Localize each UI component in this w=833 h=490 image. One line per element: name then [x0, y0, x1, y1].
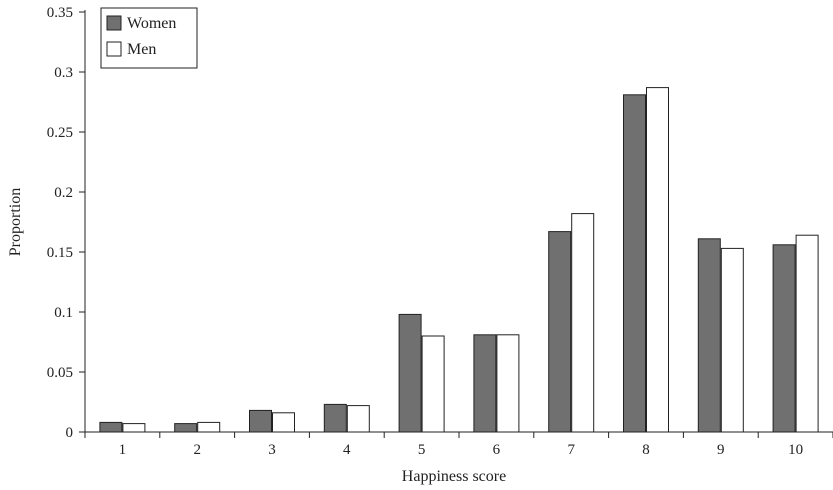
x-tick-label: 10 [788, 442, 803, 458]
series-women [99, 94, 796, 433]
bar-women-4 [323, 403, 347, 433]
bar-women-7 [548, 231, 572, 433]
legend-swatch-men [106, 41, 122, 57]
bar-women-9 [697, 238, 721, 433]
y-tick-label: 0.05 [47, 365, 73, 381]
y-tick-label: 0.1 [54, 305, 73, 321]
bar-men-10 [795, 234, 819, 433]
legend: Women Men [100, 7, 198, 69]
bar-women-1 [99, 421, 123, 433]
x-tick-label: 4 [343, 442, 351, 458]
legend-swatch-women [106, 15, 122, 31]
x-tick-label: 8 [642, 442, 650, 458]
y-tick-label: 0.3 [54, 65, 73, 81]
y-tick-label: 0.35 [47, 5, 73, 21]
x-tick-label: 2 [193, 442, 201, 458]
bar-women-6 [473, 334, 497, 433]
bar-men-5 [421, 335, 445, 433]
y-tick-label: 0.2 [54, 185, 73, 201]
y-tick-label: 0 [66, 425, 74, 441]
series-men [122, 87, 819, 433]
x-tick-label: 3 [268, 442, 276, 458]
bar-men-8 [646, 87, 669, 433]
bar-men-7 [571, 213, 595, 433]
x-tick-label: 9 [717, 442, 725, 458]
bar-men-3 [272, 412, 295, 433]
y-axis: 0 0.05 0.1 0.15 0.2 0.25 0.3 0.35 [47, 5, 86, 441]
x-tick-label: 6 [493, 442, 501, 458]
bar-men-1 [122, 423, 146, 433]
x-axis-title: Happiness score [402, 468, 506, 485]
y-axis-title: Proportion [7, 188, 24, 256]
bar-women-5 [398, 313, 422, 433]
bar-women-3 [249, 409, 272, 433]
bar-men-9 [720, 247, 744, 433]
legend-label-men: Men [127, 41, 156, 58]
bar-men-4 [346, 405, 370, 433]
legend-label-women: Women [127, 15, 176, 32]
bar-men-6 [496, 334, 520, 433]
bar-women-10 [772, 244, 796, 433]
bar-women-2 [174, 423, 198, 433]
bar-men-2 [197, 421, 221, 433]
x-tick-label: 7 [567, 442, 575, 458]
bar-women-8 [623, 94, 646, 433]
x-axis: 1 2 3 4 5 6 7 8 9 10 [84, 431, 833, 458]
x-tick-label: 1 [119, 442, 127, 458]
y-tick-label: 0.25 [47, 125, 73, 141]
y-tick-label: 0.15 [47, 245, 73, 261]
x-tick-label: 5 [418, 442, 426, 458]
bars [99, 87, 819, 433]
